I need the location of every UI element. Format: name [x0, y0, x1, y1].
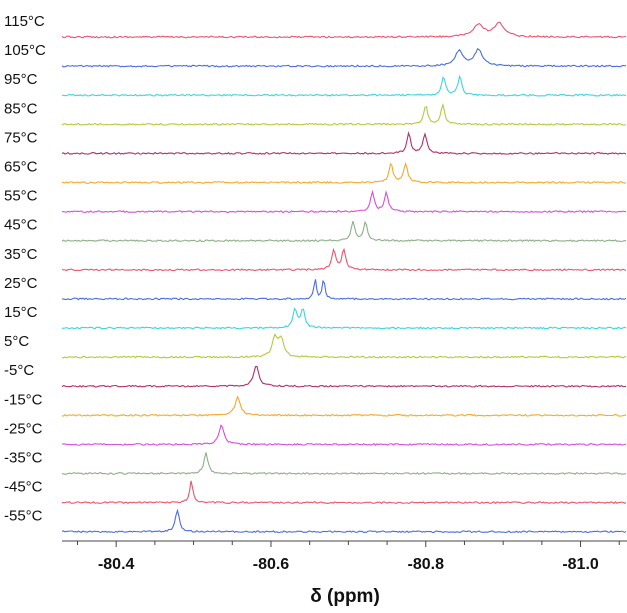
series-label: 75°C [4, 129, 38, 146]
spectrum-trace [61, 508, 627, 534]
series-label: 35°C [4, 246, 38, 263]
spectrum-trace [61, 365, 627, 388]
spectrum-trace [61, 48, 627, 68]
spectrum-trace [61, 480, 627, 505]
series-label: 5°C [4, 333, 29, 350]
series-label: -45°C [4, 479, 43, 496]
spectrum-trace [61, 307, 627, 330]
series-label: -35°C [4, 450, 43, 467]
spectrum-trace [61, 161, 627, 185]
x-tick-label: -80.8 [408, 556, 445, 573]
spectrum-trace [61, 279, 627, 301]
series-label: 55°C [4, 188, 38, 205]
series-label: 85°C [4, 100, 38, 117]
series-label: -55°C [4, 508, 43, 525]
series-label: 115°C [4, 13, 45, 30]
series-label: 45°C [4, 217, 38, 234]
spectrum-trace [61, 74, 627, 97]
series-labels: 115°C 105°C 95°C 85°C 75°C 65°C 55°C 45°C 35°C 25… [4, 13, 46, 525]
spectrum-trace [61, 452, 627, 475]
spectrum-trace [61, 21, 627, 39]
series-label: 25°C [4, 275, 38, 292]
series-label: -25°C [4, 420, 43, 437]
series-label: 15°C [4, 304, 38, 321]
spectrum-trace [61, 189, 627, 214]
spectrum-trace [61, 102, 627, 126]
x-tick-label: -80.6 [253, 556, 290, 573]
x-axis-label: δ (ppm) [310, 586, 380, 607]
x-axis: -80.4 -80.6 -80.8 -81.0 [62, 540, 627, 573]
spectrum-trace [61, 220, 627, 243]
series-label: 105°C [4, 42, 46, 59]
spectra-traces [61, 21, 627, 534]
spectrum-trace [61, 333, 627, 359]
x-tick-label: -80.4 [98, 556, 135, 573]
spectrum-trace [61, 131, 627, 155]
series-label: 95°C [4, 71, 38, 88]
series-label: -5°C [4, 362, 34, 379]
spectrum-trace [61, 395, 627, 417]
series-label: -15°C [4, 391, 43, 408]
spectrum-trace [61, 424, 627, 446]
series-label: 65°C [4, 159, 38, 176]
spectrum-trace [61, 247, 627, 272]
x-tick-label: -81.0 [562, 556, 599, 573]
